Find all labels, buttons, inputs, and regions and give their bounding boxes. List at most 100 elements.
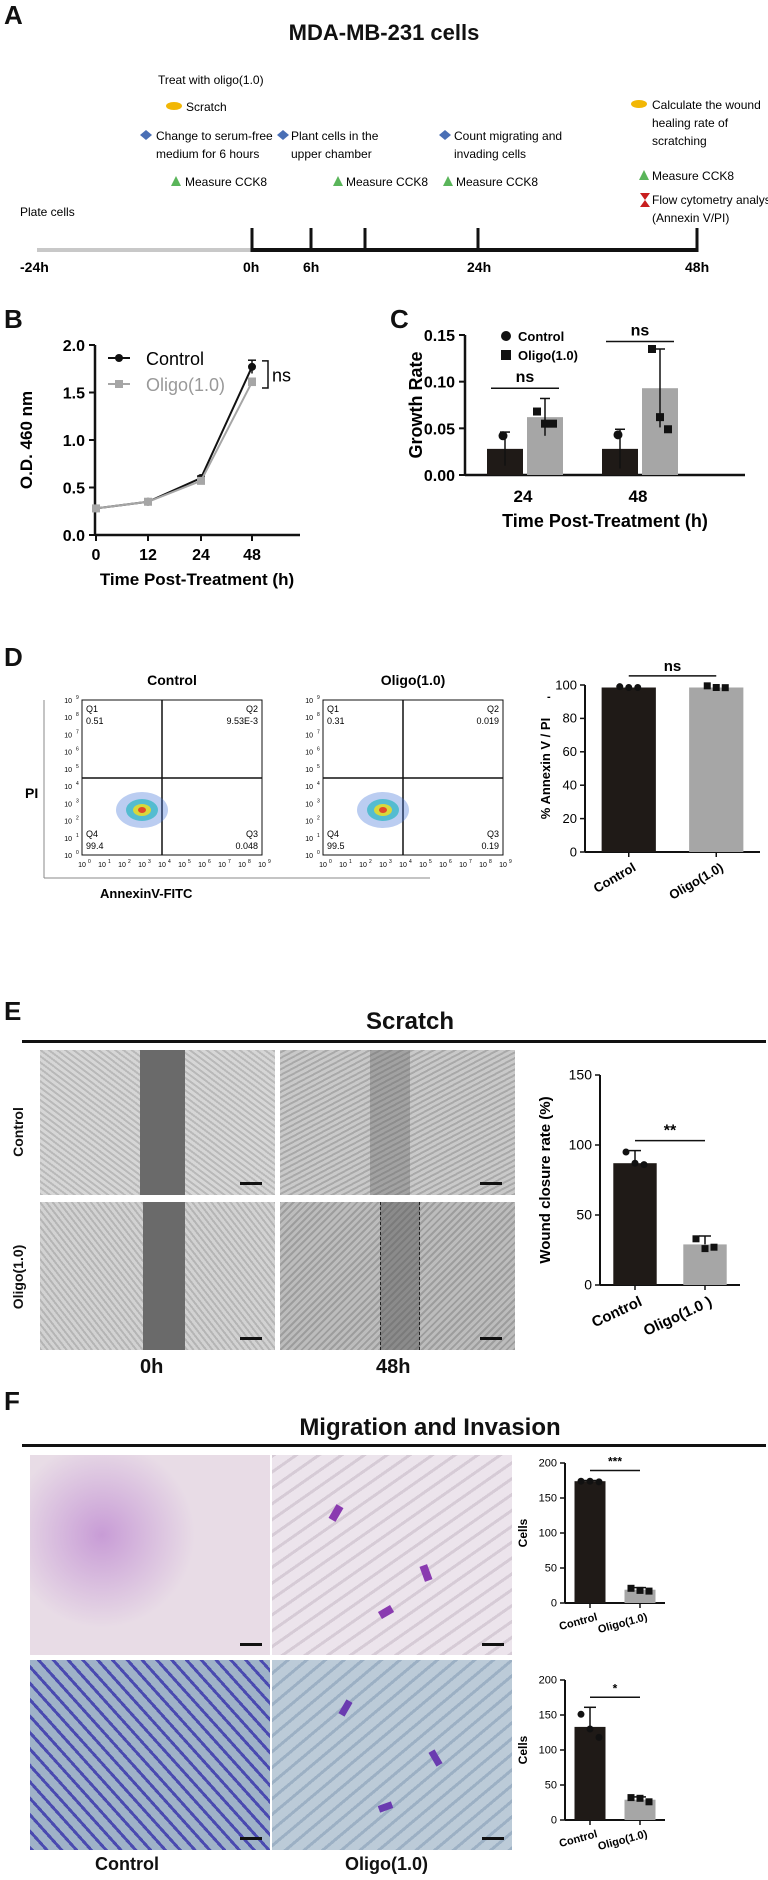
y-tick-label: 100 <box>539 1745 557 1757</box>
y-tick-label: 80 <box>563 711 577 726</box>
scratch-label: Scratch <box>186 100 227 114</box>
y-tick-label: 60 <box>563 744 577 759</box>
y-tick-exp: 9 <box>76 695 79 701</box>
y-tick-label: 10 <box>64 819 72 826</box>
ns-label: ns <box>272 365 291 385</box>
data-point <box>622 1148 630 1156</box>
scratch-image-control-0h <box>40 1050 275 1195</box>
scale-bar <box>240 1337 262 1340</box>
panel-label-b: B <box>4 304 23 334</box>
y-axis-label-sup: - <box>547 761 551 773</box>
y-tick-exp: 5 <box>76 764 79 770</box>
x-tick-exp: 5 <box>429 859 432 865</box>
data-point <box>645 1798 653 1806</box>
bar <box>574 1726 606 1820</box>
data-point <box>645 1587 653 1595</box>
wound-gap <box>380 1202 420 1350</box>
chart-c: 0.00 0.05 0.10 0.15 24 ns 48 ns Time Post-Treatm… <box>406 323 745 531</box>
scale-bar <box>480 1182 502 1185</box>
migration-image-oligo <box>272 1455 512 1655</box>
y-tick-label: 150 <box>539 1710 557 1722</box>
col-label-oligo-f: Oligo(1.0) <box>345 1854 429 1874</box>
cck8-triangle-icon-0h <box>171 176 181 186</box>
x-tick-label: 48 <box>629 487 648 506</box>
q4-value: 99.5 <box>327 841 345 851</box>
data-point <box>92 504 100 513</box>
q4-value: 99.4 <box>86 841 104 851</box>
x-tick-label: Oligo(1.0 ) <box>641 1293 715 1339</box>
scale-bar <box>240 1643 262 1646</box>
scratch-image-control-48h <box>280 1050 515 1195</box>
tick-label-6h: 6h <box>303 259 319 275</box>
wound-gap <box>140 1050 185 1195</box>
tick-label-48h: 48h <box>685 259 709 275</box>
y-tick-label: 20 <box>563 811 577 826</box>
q1-value: 0.51 <box>86 716 104 726</box>
y-tick-exp: 5 <box>317 764 320 770</box>
population-peak <box>379 807 387 813</box>
legend-marker-oligo <box>501 350 511 360</box>
x-tick-exp: 3 <box>389 859 392 865</box>
scratch-rule <box>22 1040 766 1043</box>
x-tick-exp: 2 <box>128 859 131 865</box>
data-point <box>248 378 256 387</box>
y-tick-label: 0.05 <box>424 421 455 438</box>
chart-b: 0.0 0.5 1.0 1.5 2.0 0 12 24 48 Time Post-Treatmen… <box>17 338 300 589</box>
y-tick-label: 10 <box>305 836 313 843</box>
panel-label-a: A <box>4 0 23 30</box>
q4-label: Q4 <box>86 829 98 839</box>
hourglass-icon <box>640 193 650 207</box>
x-tick-label: 10 <box>319 862 327 869</box>
data-point <box>640 1161 648 1169</box>
flow-title-oligo: Oligo(1.0) <box>381 672 446 688</box>
q1-value: 0.31 <box>327 716 345 726</box>
wound-line2: healing rate of <box>652 116 729 130</box>
y-tick-label: 0 <box>570 844 577 859</box>
x-tick-label: 10 <box>118 862 126 869</box>
data-point <box>577 1710 585 1718</box>
y-tick-exp: 7 <box>317 729 320 735</box>
y-tick-label: 10 <box>64 698 72 705</box>
y-tick-label: 10 <box>305 767 313 774</box>
scratch-dot-icon <box>166 102 182 110</box>
q3-value: 0.19 <box>481 841 499 851</box>
q3-label: Q3 <box>246 829 258 839</box>
data-point <box>648 345 656 353</box>
y-tick-label: 100 <box>539 1528 557 1540</box>
x-tick-label: 10 <box>379 862 387 869</box>
data-point <box>701 1245 709 1253</box>
q1-label: Q1 <box>327 704 339 714</box>
data-point <box>627 1794 635 1802</box>
x-tick-label: 24 <box>514 487 533 506</box>
x-tick-label: Oligo(1.0) <box>666 860 725 903</box>
y-tick-label: 0 <box>551 1815 557 1827</box>
x-tick-label: 10 <box>399 862 407 869</box>
data-point <box>595 1478 603 1486</box>
y-tick-exp: 0 <box>317 850 320 856</box>
wound-line1: Calculate the wound <box>652 98 761 112</box>
wound-gap <box>370 1050 410 1195</box>
cck8-label-0h: Measure CCK8 <box>185 175 267 189</box>
y-tick-exp: 7 <box>76 729 79 735</box>
data-point <box>656 413 664 422</box>
cck8-label-48h: Measure CCK8 <box>652 169 734 183</box>
x-tick-label: 10 <box>459 862 467 869</box>
y-tick-label: 2.0 <box>63 338 85 355</box>
scale-bar <box>240 1837 262 1840</box>
col-label-control-f: Control <box>95 1854 159 1874</box>
y-tick-label: 10 <box>305 698 313 705</box>
migration-image-control <box>30 1455 270 1655</box>
y-tick-label: 10 <box>305 801 313 808</box>
x-tick-exp: 9 <box>268 859 271 865</box>
y-tick-exp: 8 <box>76 712 79 718</box>
x-tick-label: 10 <box>198 862 206 869</box>
y-tick-label: 150 <box>569 1067 593 1083</box>
x-tick-exp: 0 <box>329 859 332 865</box>
legend-label-control: Control <box>146 349 204 369</box>
significance-label: ns <box>664 658 682 675</box>
y-tick-exp: 2 <box>317 816 320 822</box>
y-tick-label: 0.5 <box>63 481 85 498</box>
flow-line1: Flow cytometry analysis <box>652 193 768 207</box>
data-point <box>577 1477 585 1485</box>
y-tick-label: 10 <box>64 732 72 739</box>
